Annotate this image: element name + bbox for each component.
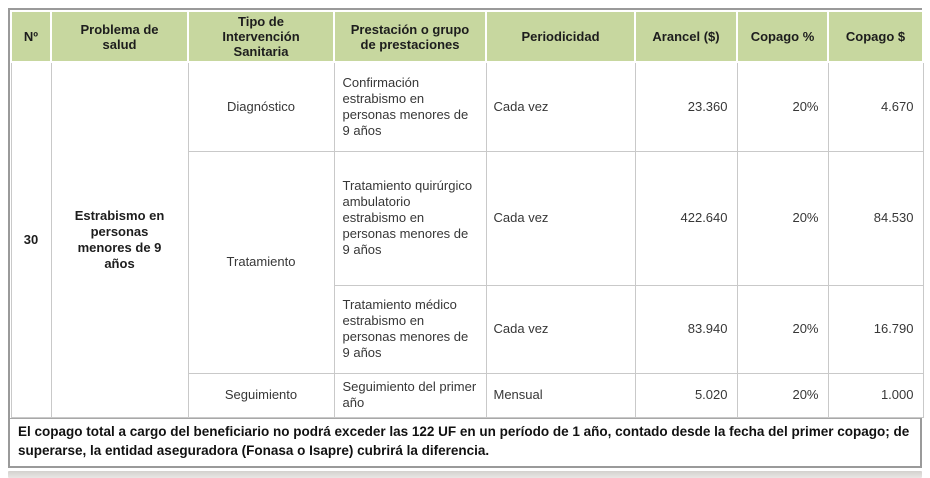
- header-row: Nº Problema de salud Tipo de Intervenció…: [10, 10, 924, 63]
- header-cell-copay-amount: Copago $: [827, 10, 924, 63]
- header-cell-periodicity: Periodicidad: [485, 10, 636, 63]
- intervention-type-cell: Tratamiento: [187, 150, 335, 374]
- benefit-cell: Tratamiento médico estrabismo en persona…: [333, 284, 487, 374]
- table-row-tratamiento-quirurgico: Tratamiento Tratamiento quirúrgico ambul…: [11, 150, 924, 374]
- header-label: Prestación o grupo de prestaciones: [350, 21, 470, 52]
- table-row-tratamiento-medico: Tratamiento médico estrabismo en persona…: [11, 284, 924, 374]
- ges-benefits-table-container: Nº Problema de salud Tipo de Intervenció…: [8, 8, 924, 468]
- periodicity-cell: Cada vez: [485, 61, 636, 152]
- copay-amount-cell: 1.000: [827, 372, 924, 418]
- copay-amount-cell: 4.670: [827, 61, 924, 152]
- periodicity-cell: Cada vez: [485, 150, 636, 286]
- intervention-type-cell: Seguimiento: [187, 372, 335, 418]
- header-cell-benefit-group: Prestación o grupo de prestaciones: [333, 10, 487, 63]
- case-number-cell: 30: [10, 61, 52, 418]
- header-label: Tipo de Intervención Sanitaria: [222, 14, 300, 59]
- tariff-cell: 422.640: [634, 150, 738, 286]
- copay-percent-cell: 20%: [736, 284, 829, 374]
- table-row-seguimiento: Seguimiento Seguimiento del primer año M…: [11, 372, 924, 418]
- copay-percent-cell: 20%: [736, 372, 829, 418]
- copay-percent-cell: 20%: [736, 61, 829, 152]
- copay-percent-cell: 20%: [736, 150, 829, 286]
- health-problem-cell: Estrabismo en personas menores de 9 años: [50, 61, 189, 418]
- header-cell-intervention-type: Tipo de Intervención Sanitaria: [187, 10, 335, 63]
- header-cell-tariff: Arancel ($): [634, 10, 738, 63]
- header-cell-health-problem: Problema de salud: [50, 10, 189, 63]
- header-cell-copay-percent: Copago %: [736, 10, 829, 63]
- tariff-cell: 23.360: [634, 61, 738, 152]
- periodicity-cell: Cada vez: [485, 284, 636, 374]
- table-row-diagnostico: 30 Estrabismo en personas menores de 9 a…: [10, 61, 924, 418]
- periodicity-cell: Mensual: [485, 372, 636, 418]
- next-row-partial-strip: [8, 470, 922, 478]
- benefit-cell: Confirmación estrabismo en personas meno…: [333, 61, 487, 152]
- benefit-cell: Seguimiento del primer año: [333, 372, 487, 418]
- copay-limit-note: El copago total a cargo del beneficiario…: [10, 417, 920, 466]
- tariff-cell: 5.020: [634, 372, 738, 418]
- copay-amount-cell: 84.530: [827, 150, 924, 286]
- header-label: Problema de salud: [80, 21, 159, 52]
- health-problem-text: Estrabismo en personas menores de 9 años: [74, 207, 165, 271]
- benefit-cell: Tratamiento quirúrgico ambulatorio estra…: [333, 150, 487, 286]
- ges-benefits-table: Nº Problema de salud Tipo de Intervenció…: [10, 10, 924, 418]
- copay-amount-cell: 16.790: [827, 284, 924, 374]
- intervention-type-cell: Diagnóstico: [187, 61, 335, 152]
- header-cell-number: Nº: [10, 10, 52, 63]
- tariff-cell: 83.940: [634, 284, 738, 374]
